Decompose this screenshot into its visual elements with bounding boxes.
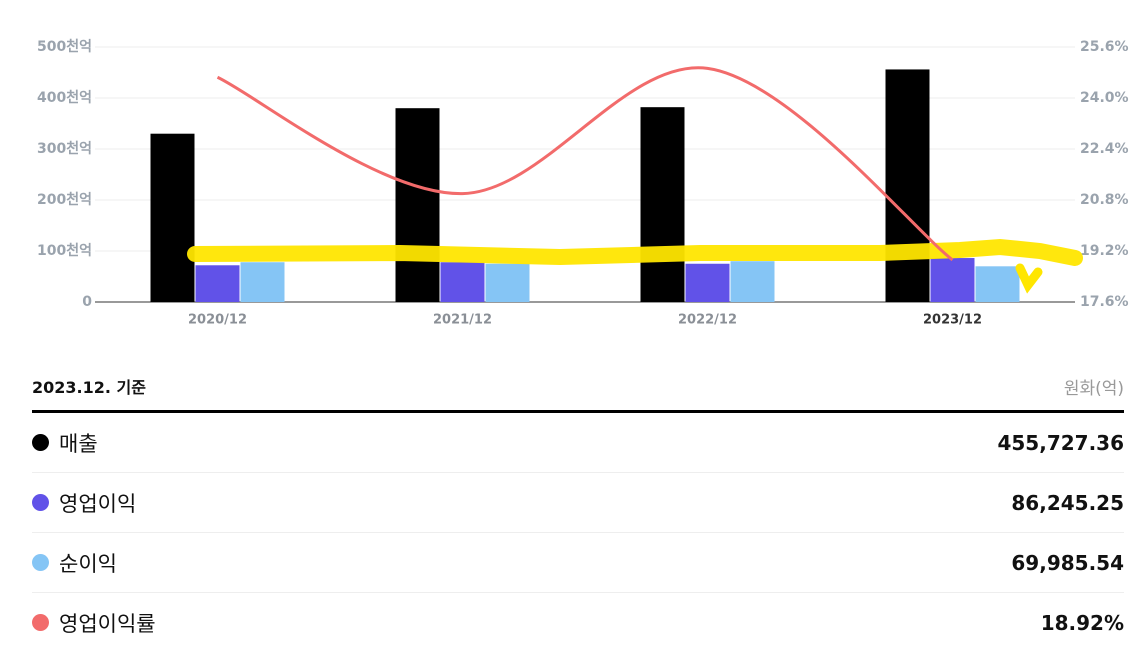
highlight-check <box>1015 263 1043 294</box>
table-row: 순이익 69,985.54 <box>32 533 1124 593</box>
highlight-stroke <box>187 238 1083 266</box>
row-label: 영업이익 <box>32 488 136 518</box>
bar <box>730 261 775 302</box>
bar <box>240 262 285 302</box>
chart: 0 100천억 200천억 300천억 400천억 500천억 17.6% 19.2% 20.8… <box>37 39 1129 328</box>
y2-tick-label: 17.6% <box>1080 294 1129 310</box>
bar <box>195 265 240 302</box>
bar <box>975 266 1020 302</box>
y2-tick-label: 19.2% <box>1080 243 1129 259</box>
y2-tick-label: 20.8% <box>1080 192 1129 208</box>
row-label: 영업이익률 <box>32 608 156 638</box>
y-tick-label: 400천억 <box>37 90 92 106</box>
x-tick-label: 2021/12 <box>433 313 492 328</box>
table-row: 영업이익률 18.92% <box>32 593 1124 652</box>
row-value: 86,245.25 <box>1011 490 1124 515</box>
summary-table: 2023.12. 기준 원화(억) 매출 455,727.36 영업이익 86,245… <box>32 362 1124 652</box>
y-tick-label: 0 <box>82 294 92 310</box>
row-value: 18.92% <box>1040 610 1124 635</box>
x-tick-label: 2023/12 <box>923 313 982 328</box>
bar <box>885 69 930 302</box>
y-tick-label: 500천억 <box>37 39 92 55</box>
row-label: 순이익 <box>32 548 117 578</box>
y2-tick-label: 24.0% <box>1080 90 1129 106</box>
table-row: 매출 455,727.36 <box>32 413 1124 473</box>
bar <box>395 108 440 302</box>
bar <box>440 262 485 302</box>
legend-dot <box>32 494 49 511</box>
series-name: 순이익 <box>59 551 117 576</box>
y2-tick-label: 25.6% <box>1080 39 1129 55</box>
y-tick-label: 300천억 <box>37 141 92 157</box>
y2-tick-label: 22.4% <box>1080 141 1129 157</box>
bar <box>640 107 685 303</box>
x-tick-label: 2020/12 <box>188 313 247 328</box>
bar <box>930 258 975 302</box>
series-name: 영업이익 <box>59 491 137 516</box>
series-name: 매출 <box>59 431 98 456</box>
y-tick-label: 100천억 <box>37 243 92 259</box>
unit: 원화(억) <box>1063 378 1124 399</box>
x-tick-label: 2022/12 <box>678 313 737 328</box>
base-date: 2023.12. 기준 <box>32 378 146 397</box>
table-header: 2023.12. 기준 원화(억) <box>32 362 1124 413</box>
table-row: 영업이익 86,245.25 <box>32 473 1124 533</box>
bar <box>150 133 195 302</box>
bar <box>685 263 730 302</box>
legend-dot <box>32 554 49 571</box>
line-series <box>216 66 954 262</box>
bar <box>485 263 530 302</box>
row-value: 455,727.36 <box>997 430 1124 455</box>
legend-dot <box>32 434 49 451</box>
series-name: 영업이익률 <box>59 611 156 636</box>
row-value: 69,985.54 <box>1011 550 1124 575</box>
row-label: 매출 <box>32 428 98 458</box>
legend-dot <box>32 614 49 631</box>
y-tick-label: 200천억 <box>37 192 92 208</box>
